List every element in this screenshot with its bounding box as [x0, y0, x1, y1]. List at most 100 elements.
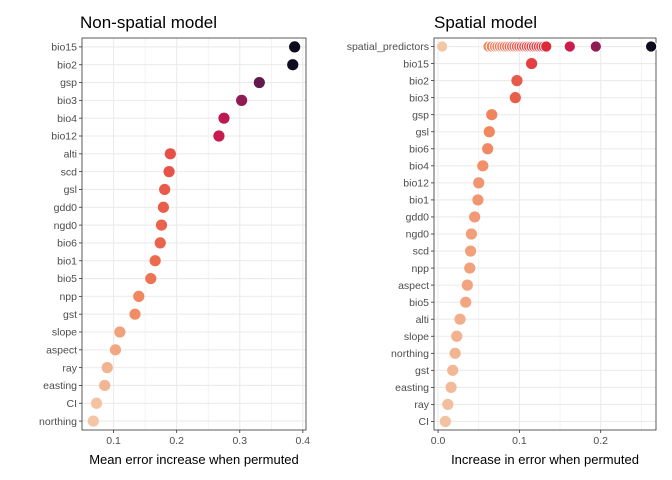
y-tick-label: bio4	[57, 113, 77, 125]
y-tick-label: CI	[419, 416, 430, 428]
data-point	[289, 41, 301, 53]
y-tick-label: gdd0	[406, 212, 430, 224]
data-point	[157, 201, 169, 213]
data-point	[469, 211, 481, 223]
data-point	[133, 290, 145, 302]
data-point	[460, 296, 472, 308]
y-tick-label: easting	[395, 382, 429, 394]
x-tick-label: 0.2	[593, 435, 608, 447]
x-tick-label: 0.3	[232, 435, 247, 447]
y-tick-label: scd	[61, 166, 78, 178]
data-point	[87, 415, 99, 427]
data-point	[101, 362, 113, 374]
y-tick-label: bio4	[409, 161, 429, 173]
panel-spatial: Spatial model spatial_predictors bio15 bio2…	[347, 13, 658, 467]
data-points	[87, 41, 301, 427]
y-tick-label: bio2	[409, 75, 429, 87]
data-point	[464, 262, 476, 274]
y-tick-label: gsp	[60, 77, 77, 89]
y-tick-label: aspect	[398, 280, 429, 292]
y-tick-label: bio2	[57, 59, 77, 71]
data-point	[486, 109, 498, 121]
y-tick-label: CI	[67, 398, 78, 410]
data-point	[439, 415, 451, 428]
data-point	[464, 245, 477, 257]
data-point	[447, 364, 459, 376]
x-axis-title: Mean error increase when permuted	[89, 452, 299, 467]
data-point	[445, 381, 457, 393]
y-tick-label: gsl	[416, 126, 429, 138]
data-point	[114, 326, 126, 338]
y-tick-label: npp	[59, 291, 77, 303]
y-tick-label: gsl	[64, 184, 77, 196]
chart-title: Spatial model	[434, 13, 537, 32]
y-tick-label: easting	[43, 380, 77, 392]
x-tick-label: 0.2	[169, 435, 184, 447]
y-tick-label: ngd0	[406, 229, 430, 241]
data-point	[473, 177, 485, 189]
y-tick-label: aspect	[46, 345, 77, 357]
y-tick-label: slope	[52, 327, 77, 339]
y-tick-label: bio6	[409, 143, 429, 155]
y-tick-label: bio3	[57, 95, 77, 107]
chart-title: Non-spatial model	[80, 13, 217, 32]
data-point	[163, 166, 175, 178]
spatial-predictor-point	[436, 40, 449, 53]
data-point	[451, 330, 463, 342]
data-point	[236, 94, 248, 106]
x-tick-label: 0.4	[296, 435, 311, 447]
y-tick-label: bio1	[57, 255, 77, 267]
data-point	[511, 75, 523, 87]
data-point	[482, 143, 494, 155]
gridlines	[434, 38, 656, 430]
y-tick-label: bio15	[51, 42, 77, 54]
y-tick-label: gst	[415, 365, 429, 377]
y-tick-label: scd	[413, 246, 430, 258]
y-tick-label: bio12	[403, 178, 429, 190]
y-tick-label: npp	[411, 263, 429, 275]
y-tick-label: slope	[404, 331, 429, 343]
y-tick-label: gsp	[412, 109, 429, 121]
x-axis-title: Increase in error when permuted	[451, 452, 639, 467]
y-tick-label: bio3	[409, 92, 429, 104]
y-tick-label: northing	[391, 348, 429, 360]
data-point	[461, 279, 473, 291]
data-point	[159, 183, 171, 196]
data-point	[449, 347, 461, 359]
data-point	[164, 148, 176, 160]
data-point	[509, 92, 521, 104]
data-point	[213, 130, 225, 142]
gridlines	[81, 38, 306, 430]
spatial-predictor-point	[563, 40, 576, 53]
data-point	[465, 228, 478, 240]
spatial-predictor-point	[540, 40, 553, 53]
y-tick-label: gdd0	[54, 202, 78, 214]
y-tick-label: ray	[414, 399, 429, 411]
y-tick-label: alti	[416, 314, 429, 326]
data-point	[253, 76, 265, 89]
data-point	[129, 308, 141, 320]
y-tick-label: ray	[62, 362, 77, 374]
panel-border	[81, 37, 307, 431]
data-point	[154, 237, 166, 249]
data-point	[454, 313, 466, 325]
x-tick-label: 0.0	[431, 435, 446, 447]
y-tick-label: bio1	[409, 195, 429, 207]
data-point	[287, 59, 299, 71]
data-point	[472, 194, 484, 206]
data-point	[145, 272, 157, 285]
data-point	[218, 112, 230, 124]
data-point	[90, 397, 103, 409]
data-point	[99, 379, 111, 392]
y-tick-label: alti	[64, 149, 77, 161]
y-tick-label: gst	[63, 309, 77, 321]
y-tick-label: bio15	[403, 58, 429, 70]
spatial-predictor-point	[589, 40, 602, 53]
x-tick-label: 0.1	[106, 435, 121, 447]
data-points	[436, 40, 658, 428]
data-point	[155, 219, 168, 231]
y-tick-label: northing	[39, 416, 77, 428]
spatial-predictor-point	[645, 40, 658, 53]
y-tick-label: ngd0	[54, 220, 78, 232]
